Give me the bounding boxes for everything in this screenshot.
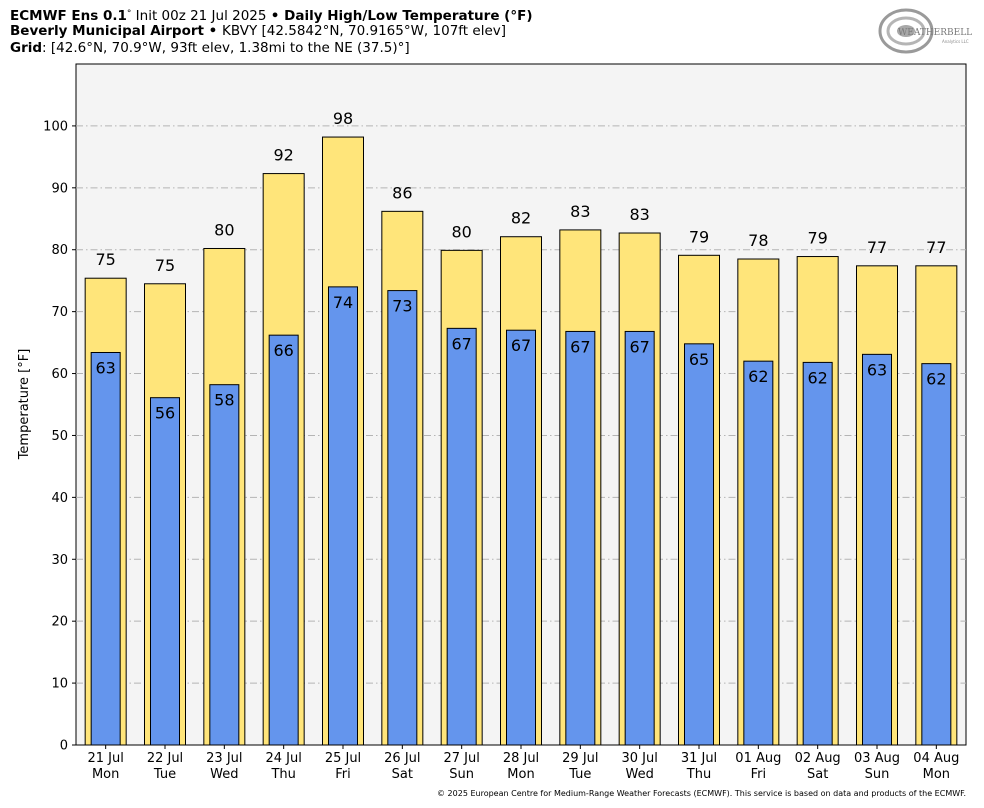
x-tick-label: 02 Aug Sat (795, 751, 841, 782)
y-tick-label: 50 (51, 429, 68, 444)
low-bar (802, 361, 833, 746)
low-value-label: 65 (689, 350, 709, 369)
low-value-label: 58 (214, 391, 234, 410)
low-value-label: 74 (333, 293, 353, 312)
high-value-label: 98 (333, 109, 353, 128)
low-value-label: 62 (748, 367, 768, 386)
station-name: Beverly Municipal Airport (10, 23, 204, 39)
logo-subtext: Analytics LLC (942, 39, 969, 44)
low-bar (328, 286, 358, 746)
y-tick-label: 80 (51, 243, 68, 258)
y-tick-label: 40 (51, 491, 68, 506)
product-unit: °F (510, 8, 527, 24)
x-tick-label: 21 Jul Mon (87, 751, 123, 782)
high-value-label: 75 (155, 256, 175, 275)
title-line-3: Grid: [42.6°N, 70.9°W, 93ft elev, 1.38mi… (10, 40, 410, 57)
low-bar (565, 330, 596, 746)
bars: 75 63 75 56 80 58 92 66 98 74 86 73 80 67 82 67 83 67 83 67… (84, 109, 958, 746)
weatherbell-logo: WEATHERBELL Analytics LLC (878, 8, 972, 54)
x-tick-label: 01 Aug Fri (735, 751, 781, 782)
low-bar (150, 397, 180, 746)
low-bar (684, 343, 714, 746)
low-value-label: 66 (273, 341, 293, 360)
low-value-label: 63 (867, 360, 887, 379)
bullet: • (203, 23, 223, 39)
x-axis-ticks: 21 Jul Mon 22 Jul Tue 23 Jul Wed 24 Jul Thu 25 J… (87, 745, 959, 782)
high-value-label: 80 (214, 220, 234, 239)
x-tick-label: 29 Jul Tue (562, 751, 598, 782)
high-value-label: 79 (689, 227, 709, 246)
grid-label: Grid (10, 40, 43, 56)
high-value-label: 83 (570, 202, 590, 221)
x-tick-label: 25 Jul Fri (325, 751, 361, 782)
high-value-label: 83 (629, 205, 649, 224)
y-tick-label: 10 (51, 677, 68, 692)
high-value-label: 75 (95, 250, 115, 269)
bullet: • (270, 8, 280, 24)
y-tick-label: 20 (51, 615, 68, 630)
low-bar (921, 363, 952, 746)
low-value-label: 67 (451, 334, 471, 353)
high-value-label: 77 (926, 238, 946, 257)
high-value-label: 78 (748, 231, 768, 250)
model-name: ECMWF Ens 0.1 (10, 8, 127, 24)
low-bar (743, 360, 774, 746)
title-line-2: Beverly Municipal Airport • KBVY [42.584… (10, 23, 506, 40)
high-value-label: 82 (511, 209, 531, 228)
low-bar (506, 329, 536, 746)
grid-info: : [42.6°N, 70.9°W, 93ft elev, 1.38mi to … (42, 40, 410, 56)
station-info: KBVY [42.5842°N, 70.9165°W, 107ft elev] (222, 23, 507, 39)
low-bar (862, 353, 892, 746)
low-value-label: 62 (926, 370, 946, 389)
x-tick-label: 27 Jul Sun (443, 751, 479, 782)
low-value-label: 67 (629, 337, 649, 356)
x-tick-label: 24 Jul Thu (265, 751, 301, 782)
y-tick-label: 90 (51, 181, 68, 196)
x-tick-label: 28 Jul Mon (503, 751, 539, 782)
init-time: Init 00z 21 Jul 2025 (131, 8, 271, 24)
logo-text: WEATHERBELL (898, 28, 972, 38)
y-tick-label: 70 (51, 305, 68, 320)
y-tick-label: 60 (51, 367, 68, 382)
high-value-label: 79 (807, 229, 827, 248)
low-value-label: 63 (95, 358, 115, 377)
low-bar (90, 351, 121, 746)
low-value-label: 73 (392, 297, 412, 316)
x-tick-label: 03 Aug Sun (854, 751, 900, 782)
y-tick-label: 100 (43, 119, 68, 134)
y-axis-label: Temperature [°F] (17, 349, 32, 461)
x-tick-label: 30 Jul Wed (621, 751, 657, 782)
low-bar (268, 334, 299, 746)
low-bar (387, 290, 418, 746)
low-value-label: 56 (155, 404, 175, 423)
high-value-label: 86 (392, 183, 412, 202)
low-bar (624, 330, 655, 746)
high-value-label: 92 (273, 146, 293, 165)
y-axis-ticks: 0 10 20 30 40 50 60 70 80 90 100 (43, 119, 76, 754)
product-close: ) (526, 8, 533, 24)
high-value-label: 80 (451, 222, 471, 241)
y-tick-label: 30 (51, 553, 68, 568)
copyright-credit: © 2025 European Centre for Medium-Range … (437, 789, 966, 798)
low-value-label: 67 (570, 337, 590, 356)
x-tick-label: 26 Jul Sat (384, 751, 420, 782)
low-bar (209, 384, 240, 746)
degree-symbol: ° (126, 9, 132, 19)
title-line-1: ECMWF Ens 0.1° Init 00z 21 Jul 2025 • Da… (10, 6, 533, 25)
x-tick-label: 22 Jul Tue (147, 751, 183, 782)
low-bar (446, 327, 477, 746)
x-tick-label: 04 Aug Mon (913, 751, 959, 782)
x-tick-label: 31 Jul Thu (681, 751, 717, 782)
x-tick-label: 23 Jul Wed (206, 751, 242, 782)
low-value-label: 62 (807, 368, 827, 387)
high-value-label: 77 (867, 238, 887, 257)
product-name: Daily High/Low Temperature ( (279, 8, 511, 24)
low-value-label: 67 (511, 336, 531, 355)
y-tick-label: 0 (60, 739, 68, 754)
